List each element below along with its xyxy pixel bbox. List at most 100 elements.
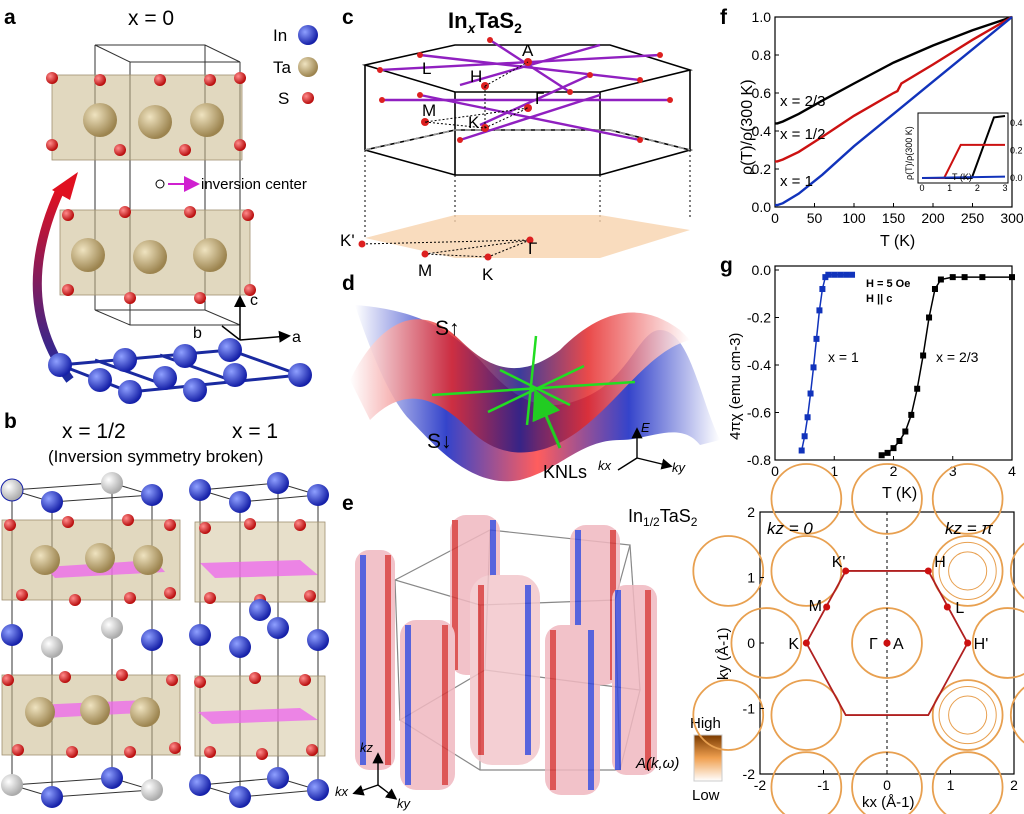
legend-ta-marker xyxy=(298,57,318,77)
f-xtick-label: 200 xyxy=(921,210,945,226)
g-data-point xyxy=(896,438,903,444)
g-ytick-label: -0.2 xyxy=(747,310,771,326)
legend-s-marker xyxy=(302,92,314,104)
h-ytick-label: 2 xyxy=(747,504,755,520)
panel-d-letter: d xyxy=(342,272,355,295)
g-data-point xyxy=(914,385,921,392)
f-series-line xyxy=(775,15,1013,163)
g-ytick-label: -0.8 xyxy=(747,452,771,468)
g-xtick-label: 2 xyxy=(890,463,898,479)
h-xtick-label: 0 xyxy=(883,777,891,793)
inversion-center-marker xyxy=(155,179,165,189)
legend-ta-label: Ta xyxy=(273,58,292,77)
g-data-point xyxy=(884,449,891,456)
fs-ring xyxy=(770,751,843,814)
h-point-label: H' xyxy=(974,636,989,653)
f-inset-xtick-label: 3 xyxy=(1002,183,1007,193)
f-ytick-label: 1.0 xyxy=(752,9,772,25)
fs-ring xyxy=(692,679,765,751)
g-data-point xyxy=(890,445,897,452)
fs-ring xyxy=(770,463,843,535)
h-point-marker xyxy=(964,639,972,647)
fs-ring xyxy=(1009,686,1024,744)
f-inset-frame xyxy=(917,112,1009,184)
g-data-point xyxy=(949,274,956,281)
f-inset-ytick-label: 0.2 xyxy=(1010,145,1023,155)
f-ytick-label: 0.6 xyxy=(752,85,772,101)
a-atoms xyxy=(46,72,256,304)
g-orientation-label: H || c xyxy=(866,293,892,305)
g-label-x23: x = 2/3 xyxy=(936,349,979,365)
h-xtick-label: 1 xyxy=(947,777,955,793)
knls-label: KNLs xyxy=(543,462,587,482)
g-data-point xyxy=(813,335,820,342)
panel-a-title: x = 0 xyxy=(128,7,174,30)
h-point-label: M xyxy=(809,598,822,615)
fs-inner-ring xyxy=(948,551,988,591)
g-data-point xyxy=(920,352,927,359)
colorbar-quantity-label: A(k,ω) xyxy=(635,755,679,772)
g-xlabel: T (K) xyxy=(882,485,917,502)
axis-ky-label-e: ky xyxy=(397,796,412,811)
f-inset-ylabel: ρ(T)/ρ(300 K) xyxy=(904,126,914,180)
h-ytick-label: 0 xyxy=(747,635,755,651)
bz-label-H: H xyxy=(470,67,482,86)
axis-a-label: a xyxy=(292,329,301,346)
f-inset-xlabel: T (K) xyxy=(952,172,972,182)
legend-in-marker xyxy=(298,25,318,45)
g-data-point xyxy=(931,286,938,292)
inversion-center-label: inversion center xyxy=(201,176,307,193)
g-ytick-label: -0.4 xyxy=(747,357,771,373)
f-xtick-label: 250 xyxy=(961,210,985,226)
g-ytick-label: 0.0 xyxy=(752,262,772,278)
g-ytick-label: -0.6 xyxy=(747,405,771,421)
g-data-point xyxy=(810,364,817,371)
fs-ring xyxy=(692,535,765,607)
fs-ring xyxy=(730,607,803,679)
axis-kx-label-d: kx xyxy=(598,458,612,473)
fs-ring xyxy=(971,607,1024,679)
panel-b-title-right: x = 1 xyxy=(232,420,278,443)
f-xtick-label: 50 xyxy=(807,210,823,226)
panel-b-letter: b xyxy=(4,410,17,433)
g-data-point xyxy=(979,274,986,281)
fs-inner-ring xyxy=(938,685,997,745)
panel-d: d S↑ S↓ KNLs E kx ky xyxy=(342,272,720,482)
h-point-marker xyxy=(943,603,951,611)
h-point-marker xyxy=(842,567,850,575)
bz-label-Gamma: Γ xyxy=(535,89,544,108)
g-data-point xyxy=(804,414,811,421)
sbz-label-K-prime: K' xyxy=(340,231,355,250)
g-series-line xyxy=(881,276,1012,456)
g-xtick-label: 4 xyxy=(1008,463,1016,479)
fs-ring xyxy=(770,535,843,607)
g-data-point xyxy=(801,433,808,440)
fermi-surface-tubes xyxy=(355,515,657,795)
h-xtick-label: -2 xyxy=(754,777,767,793)
g-data-point xyxy=(831,271,838,278)
f-ytick-label: 0.0 xyxy=(752,199,772,215)
panel-g-letter: g xyxy=(720,254,733,277)
axis-c-label: c xyxy=(250,292,258,309)
spin-up-label: S↑ xyxy=(435,317,460,340)
legend-s-label: S xyxy=(278,89,289,108)
colorbar-high-label: High xyxy=(690,715,721,732)
f-xlabel: T (K) xyxy=(880,233,915,250)
f-xtick-label: 300 xyxy=(1000,210,1024,226)
f-ytick-label: 0.4 xyxy=(752,123,772,139)
bz-label-K: K xyxy=(468,113,480,132)
axis-kx-label-e: kx xyxy=(335,784,349,799)
h-xtick-label: -1 xyxy=(817,777,830,793)
g-data-point xyxy=(843,271,850,278)
h-point-label: A xyxy=(893,636,904,653)
fs-ring xyxy=(931,751,1004,814)
f-xtick-label: 150 xyxy=(882,210,906,226)
axis-kz-label: kz xyxy=(360,740,374,755)
colorbar xyxy=(693,734,723,782)
panel-e: e In1/2TaS2 High Low A(k,ω) kz kx ky xyxy=(335,492,723,811)
f-inset-xtick-label: 2 xyxy=(975,183,980,193)
axis-b-label: b xyxy=(193,325,202,342)
h-ytick-label: -1 xyxy=(743,701,756,717)
